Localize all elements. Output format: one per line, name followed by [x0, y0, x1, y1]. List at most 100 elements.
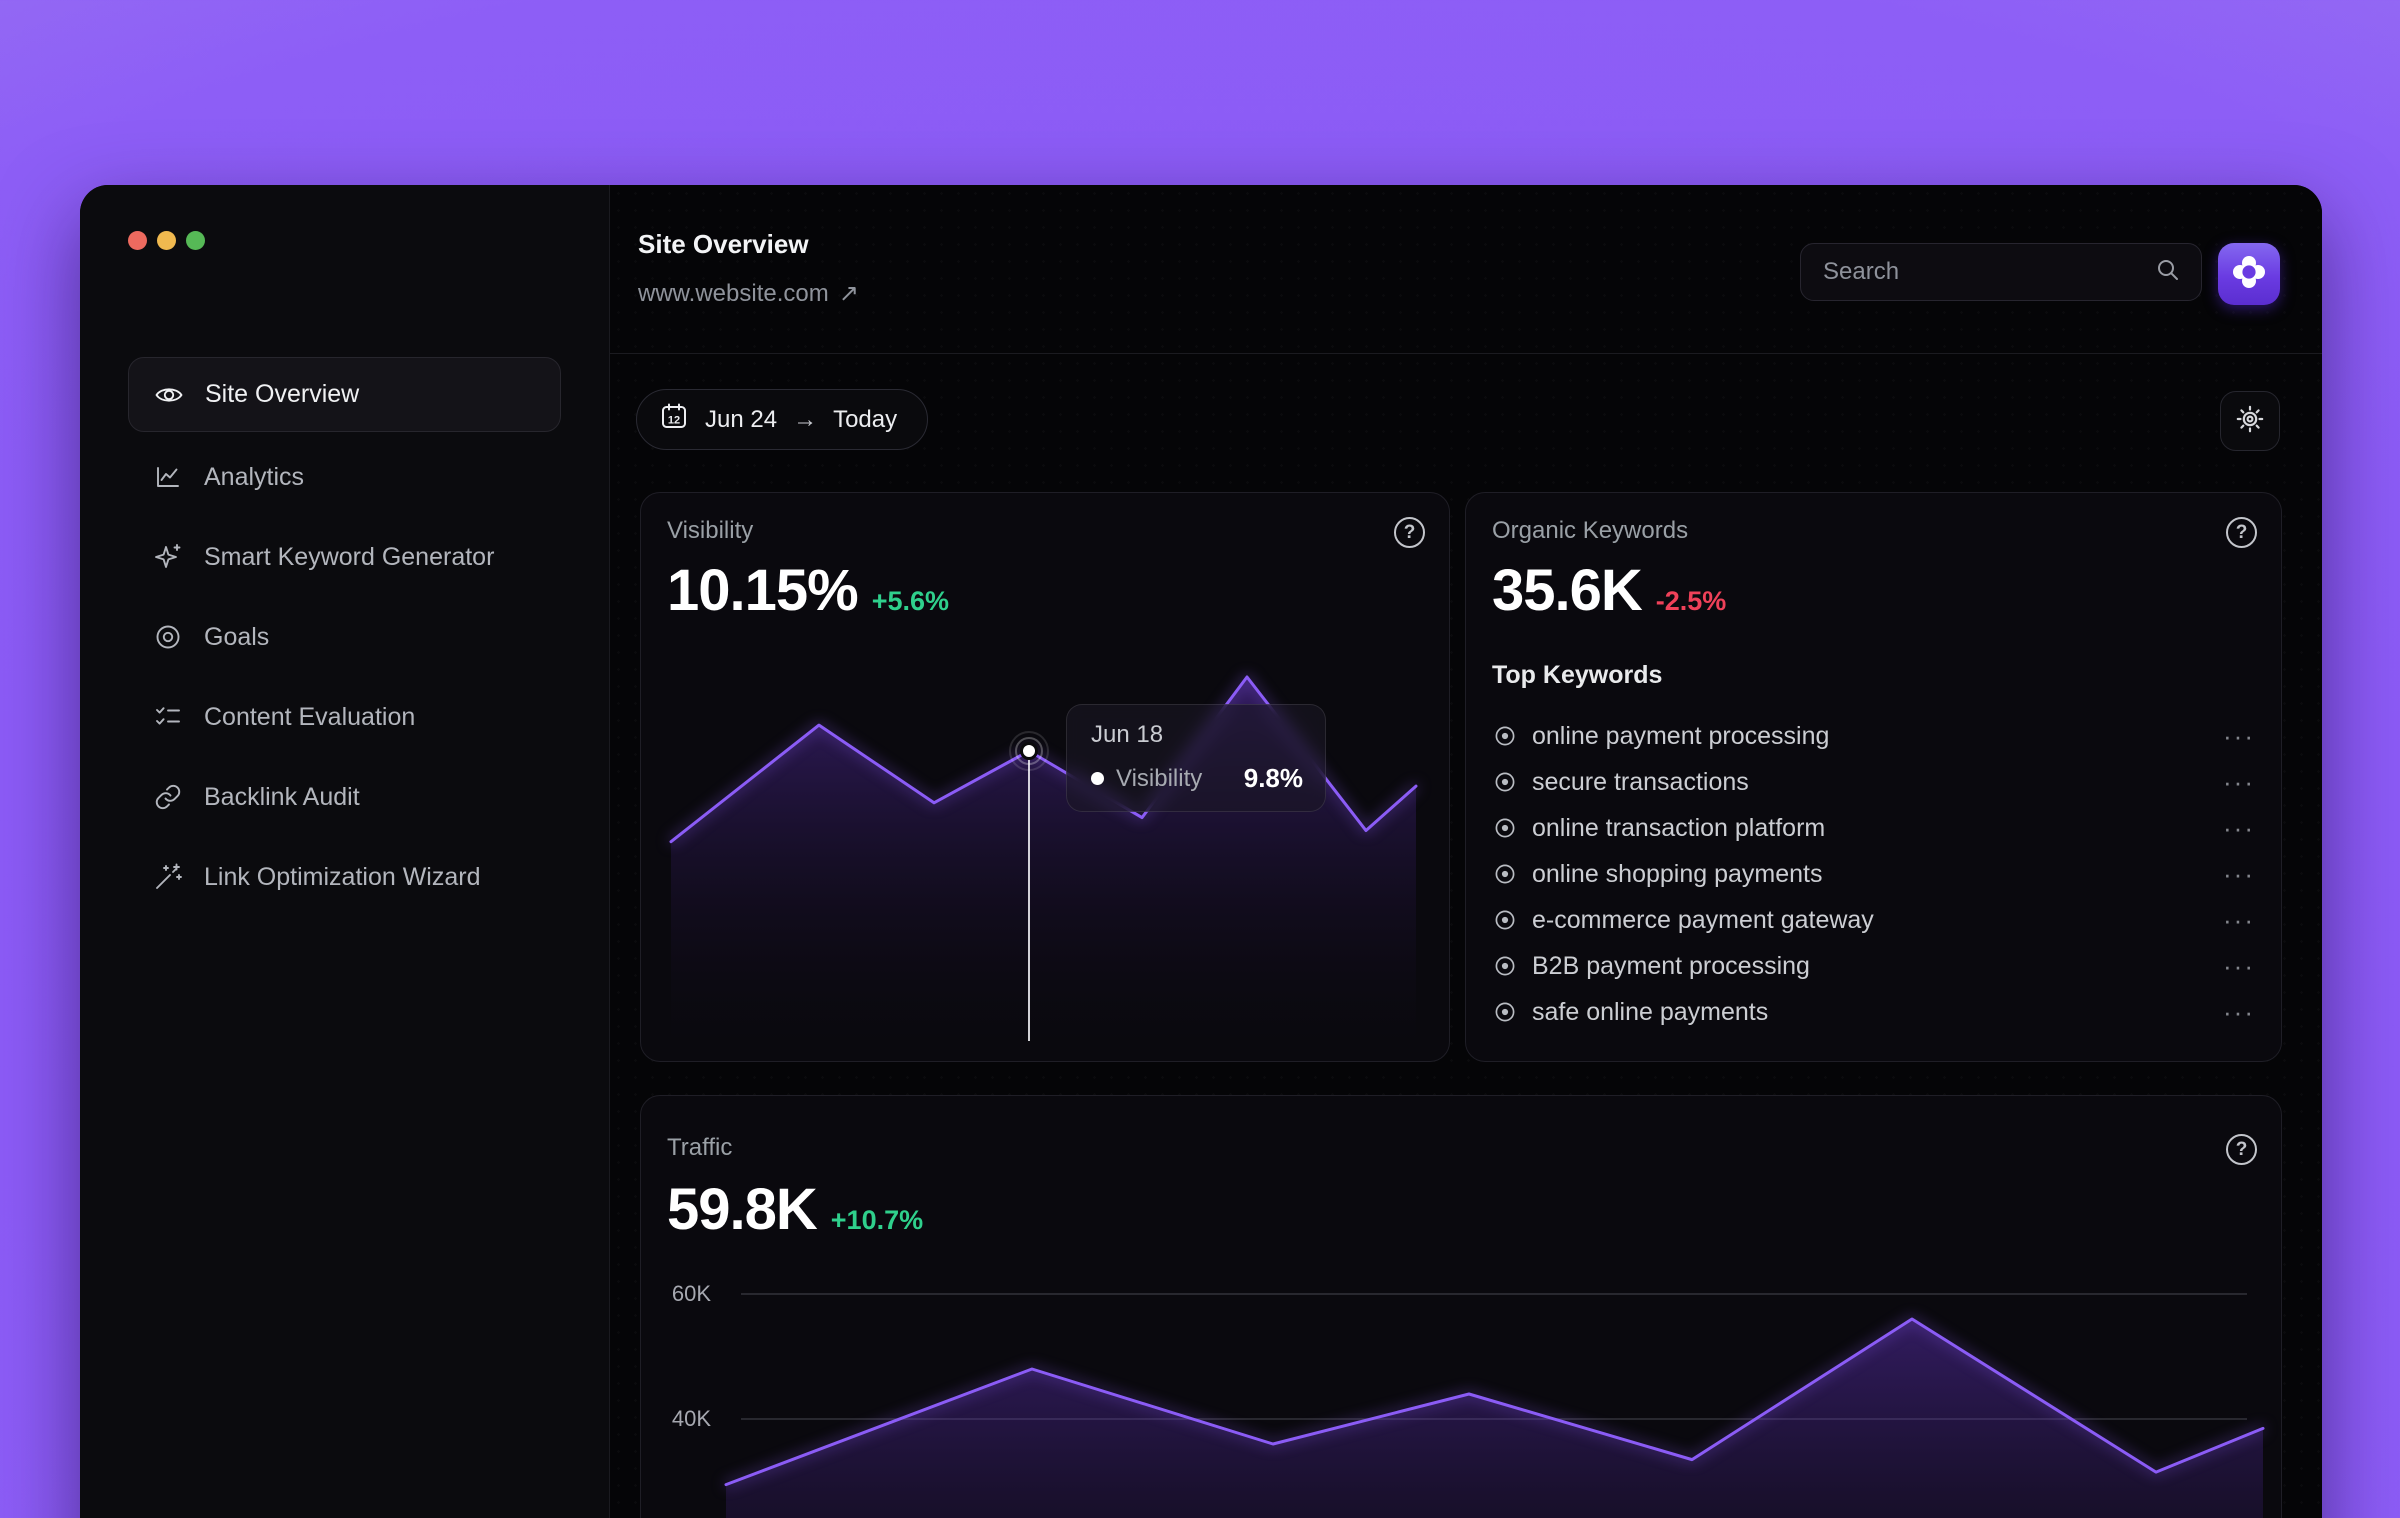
traffic-chart[interactable] — [641, 1096, 2282, 1518]
sidebar-item-analytics[interactable]: Analytics — [80, 437, 609, 517]
help-icon[interactable]: ? — [2226, 517, 2257, 548]
target-bullet-icon — [1494, 771, 1516, 793]
header-divider — [610, 353, 2322, 354]
keyword-label: online payment processing — [1532, 721, 1830, 750]
date-start: Jun 24 — [705, 405, 778, 433]
row-menu-button[interactable]: ··· — [2223, 904, 2255, 935]
target-bullet-icon — [1494, 909, 1516, 931]
organic-keywords-card: Organic Keywords ? 35.6K -2.5% Top Keywo… — [1465, 492, 2282, 1062]
sidebar-item-label: Smart Keyword Generator — [204, 542, 495, 571]
keyword-row[interactable]: e-commerce payment gateway ··· — [1466, 897, 2281, 943]
visibility-value: 10.15% — [667, 558, 859, 623]
visibility-chart[interactable] — [641, 493, 1450, 1062]
row-menu-button[interactable]: ··· — [2223, 858, 2255, 889]
keywords-value-row: 35.6K -2.5% — [1492, 557, 1726, 624]
calendar-icon: 12 — [659, 401, 689, 438]
app-window: Site Overview Analytics Smart Keyword Ge… — [80, 185, 2322, 1518]
sidebar-item-label: Site Overview — [205, 380, 360, 408]
line-chart-icon — [152, 461, 184, 493]
keyword-label: online transaction platform — [1532, 813, 1826, 842]
keyword-row[interactable]: online payment processing ··· — [1466, 713, 2281, 759]
checklist-icon — [152, 701, 184, 733]
site-url: www.website.com — [638, 279, 829, 307]
target-bullet-icon — [1494, 725, 1516, 747]
settings-button[interactable] — [2220, 391, 2280, 451]
search-icon — [2155, 257, 2181, 288]
sparkle-icon — [152, 541, 184, 573]
help-icon[interactable]: ? — [1394, 517, 1425, 548]
row-menu-button[interactable]: ··· — [2223, 996, 2255, 1027]
card-title: Organic Keywords — [1492, 517, 1689, 544]
traffic-value-row: 59.8K +10.7% — [667, 1176, 923, 1243]
tooltip-series-label: Visibility — [1116, 764, 1203, 792]
row-menu-button[interactable]: ··· — [2223, 950, 2255, 981]
tooltip-value: 9.8% — [1243, 763, 1303, 793]
sidebar-item-link-optimization-wizard[interactable]: Link Optimization Wizard — [80, 837, 609, 917]
eye-icon — [153, 379, 185, 411]
sidebar-nav: Site Overview Analytics Smart Keyword Ge… — [80, 357, 609, 917]
keyword-row[interactable]: online transaction platform ··· — [1466, 805, 2281, 851]
visibility-card: Visibility ? 10.15% +5.6% Jun 18 Visibi — [640, 492, 1450, 1062]
gear-icon — [2235, 404, 2265, 439]
sidebar-item-label: Content Evaluation — [204, 702, 416, 731]
site-url-link[interactable]: www.website.com ↗ — [638, 279, 859, 308]
top-keywords-heading: Top Keywords — [1492, 661, 1663, 689]
y-axis-tick-60k: 60K — [671, 1281, 711, 1306]
keyword-label: safe online payments — [1532, 997, 1769, 1026]
keyword-row[interactable]: secure transactions ··· — [1466, 759, 2281, 805]
keywords-value: 35.6K — [1492, 558, 1643, 623]
minimize-button[interactable] — [157, 231, 176, 250]
keyword-label: online shopping payments — [1532, 859, 1823, 888]
pinwheel-logo-icon — [2229, 252, 2269, 297]
card-title: Visibility — [667, 517, 754, 544]
sidebar-item-label: Backlink Audit — [204, 782, 360, 811]
target-bullet-icon — [1494, 817, 1516, 839]
svg-text:12: 12 — [668, 415, 680, 427]
row-menu-button[interactable]: ··· — [2223, 812, 2255, 843]
traffic-value: 59.8K — [667, 1177, 818, 1242]
keyword-row[interactable]: safe online payments ··· — [1466, 989, 2281, 1035]
main-content: Site Overview www.website.com ↗ — [610, 185, 2322, 1518]
tooltip-date: Jun 18 — [1091, 721, 1164, 748]
keywords-delta: -2.5% — [1655, 586, 1727, 616]
target-bullet-icon — [1494, 863, 1516, 885]
date-range-picker[interactable]: 12 Jun 24 → Today — [636, 389, 929, 450]
target-bullet-icon — [1494, 955, 1516, 977]
sidebar-item-label: Analytics — [204, 462, 305, 491]
visibility-value-row: 10.15% +5.6% — [667, 557, 949, 624]
wand-icon — [152, 861, 184, 893]
search-input[interactable] — [1823, 258, 2155, 286]
keyword-label: B2B payment processing — [1532, 951, 1810, 980]
y-axis-tick-40k: 40K — [671, 1406, 711, 1431]
card-title: Traffic — [667, 1134, 733, 1161]
chart-tooltip: Jun 18 Visibility 9.8% — [1066, 704, 1326, 812]
date-end: Today — [833, 405, 898, 433]
window-controls — [128, 231, 205, 250]
arrow-right-icon: → — [793, 405, 818, 433]
keyword-label: secure transactions — [1532, 767, 1749, 796]
link-icon — [152, 781, 184, 813]
sidebar-item-goals[interactable]: Goals — [80, 597, 609, 677]
visibility-delta: +5.6% — [871, 586, 950, 616]
sidebar-item-smart-keyword-generator[interactable]: Smart Keyword Generator — [80, 517, 609, 597]
row-menu-button[interactable]: ··· — [2223, 720, 2255, 751]
keyword-row[interactable]: online shopping payments ··· — [1466, 851, 2281, 897]
zoom-button[interactable] — [186, 231, 205, 250]
sidebar-item-site-overview[interactable]: Site Overview — [128, 357, 561, 432]
external-link-icon: ↗ — [838, 280, 859, 307]
target-icon — [152, 621, 184, 653]
keyword-row[interactable]: B2B payment processing ··· — [1466, 943, 2281, 989]
close-button[interactable] — [128, 231, 147, 250]
sidebar-item-label: Link Optimization Wizard — [204, 862, 481, 891]
target-bullet-icon — [1494, 1001, 1516, 1023]
app-logo-button[interactable] — [2218, 243, 2280, 305]
sidebar-item-content-evaluation[interactable]: Content Evaluation — [80, 677, 609, 757]
keyword-label: e-commerce payment gateway — [1532, 905, 1874, 934]
sidebar: Site Overview Analytics Smart Keyword Ge… — [80, 185, 610, 1518]
traffic-card: Traffic ? 59.8K +10.7% 60K 40K — [640, 1095, 2282, 1518]
row-menu-button[interactable]: ··· — [2223, 766, 2255, 797]
help-icon[interactable]: ? — [2226, 1134, 2257, 1165]
traffic-delta: +10.7% — [830, 1205, 924, 1235]
search-box[interactable] — [1800, 243, 2202, 301]
sidebar-item-backlink-audit[interactable]: Backlink Audit — [80, 757, 609, 837]
